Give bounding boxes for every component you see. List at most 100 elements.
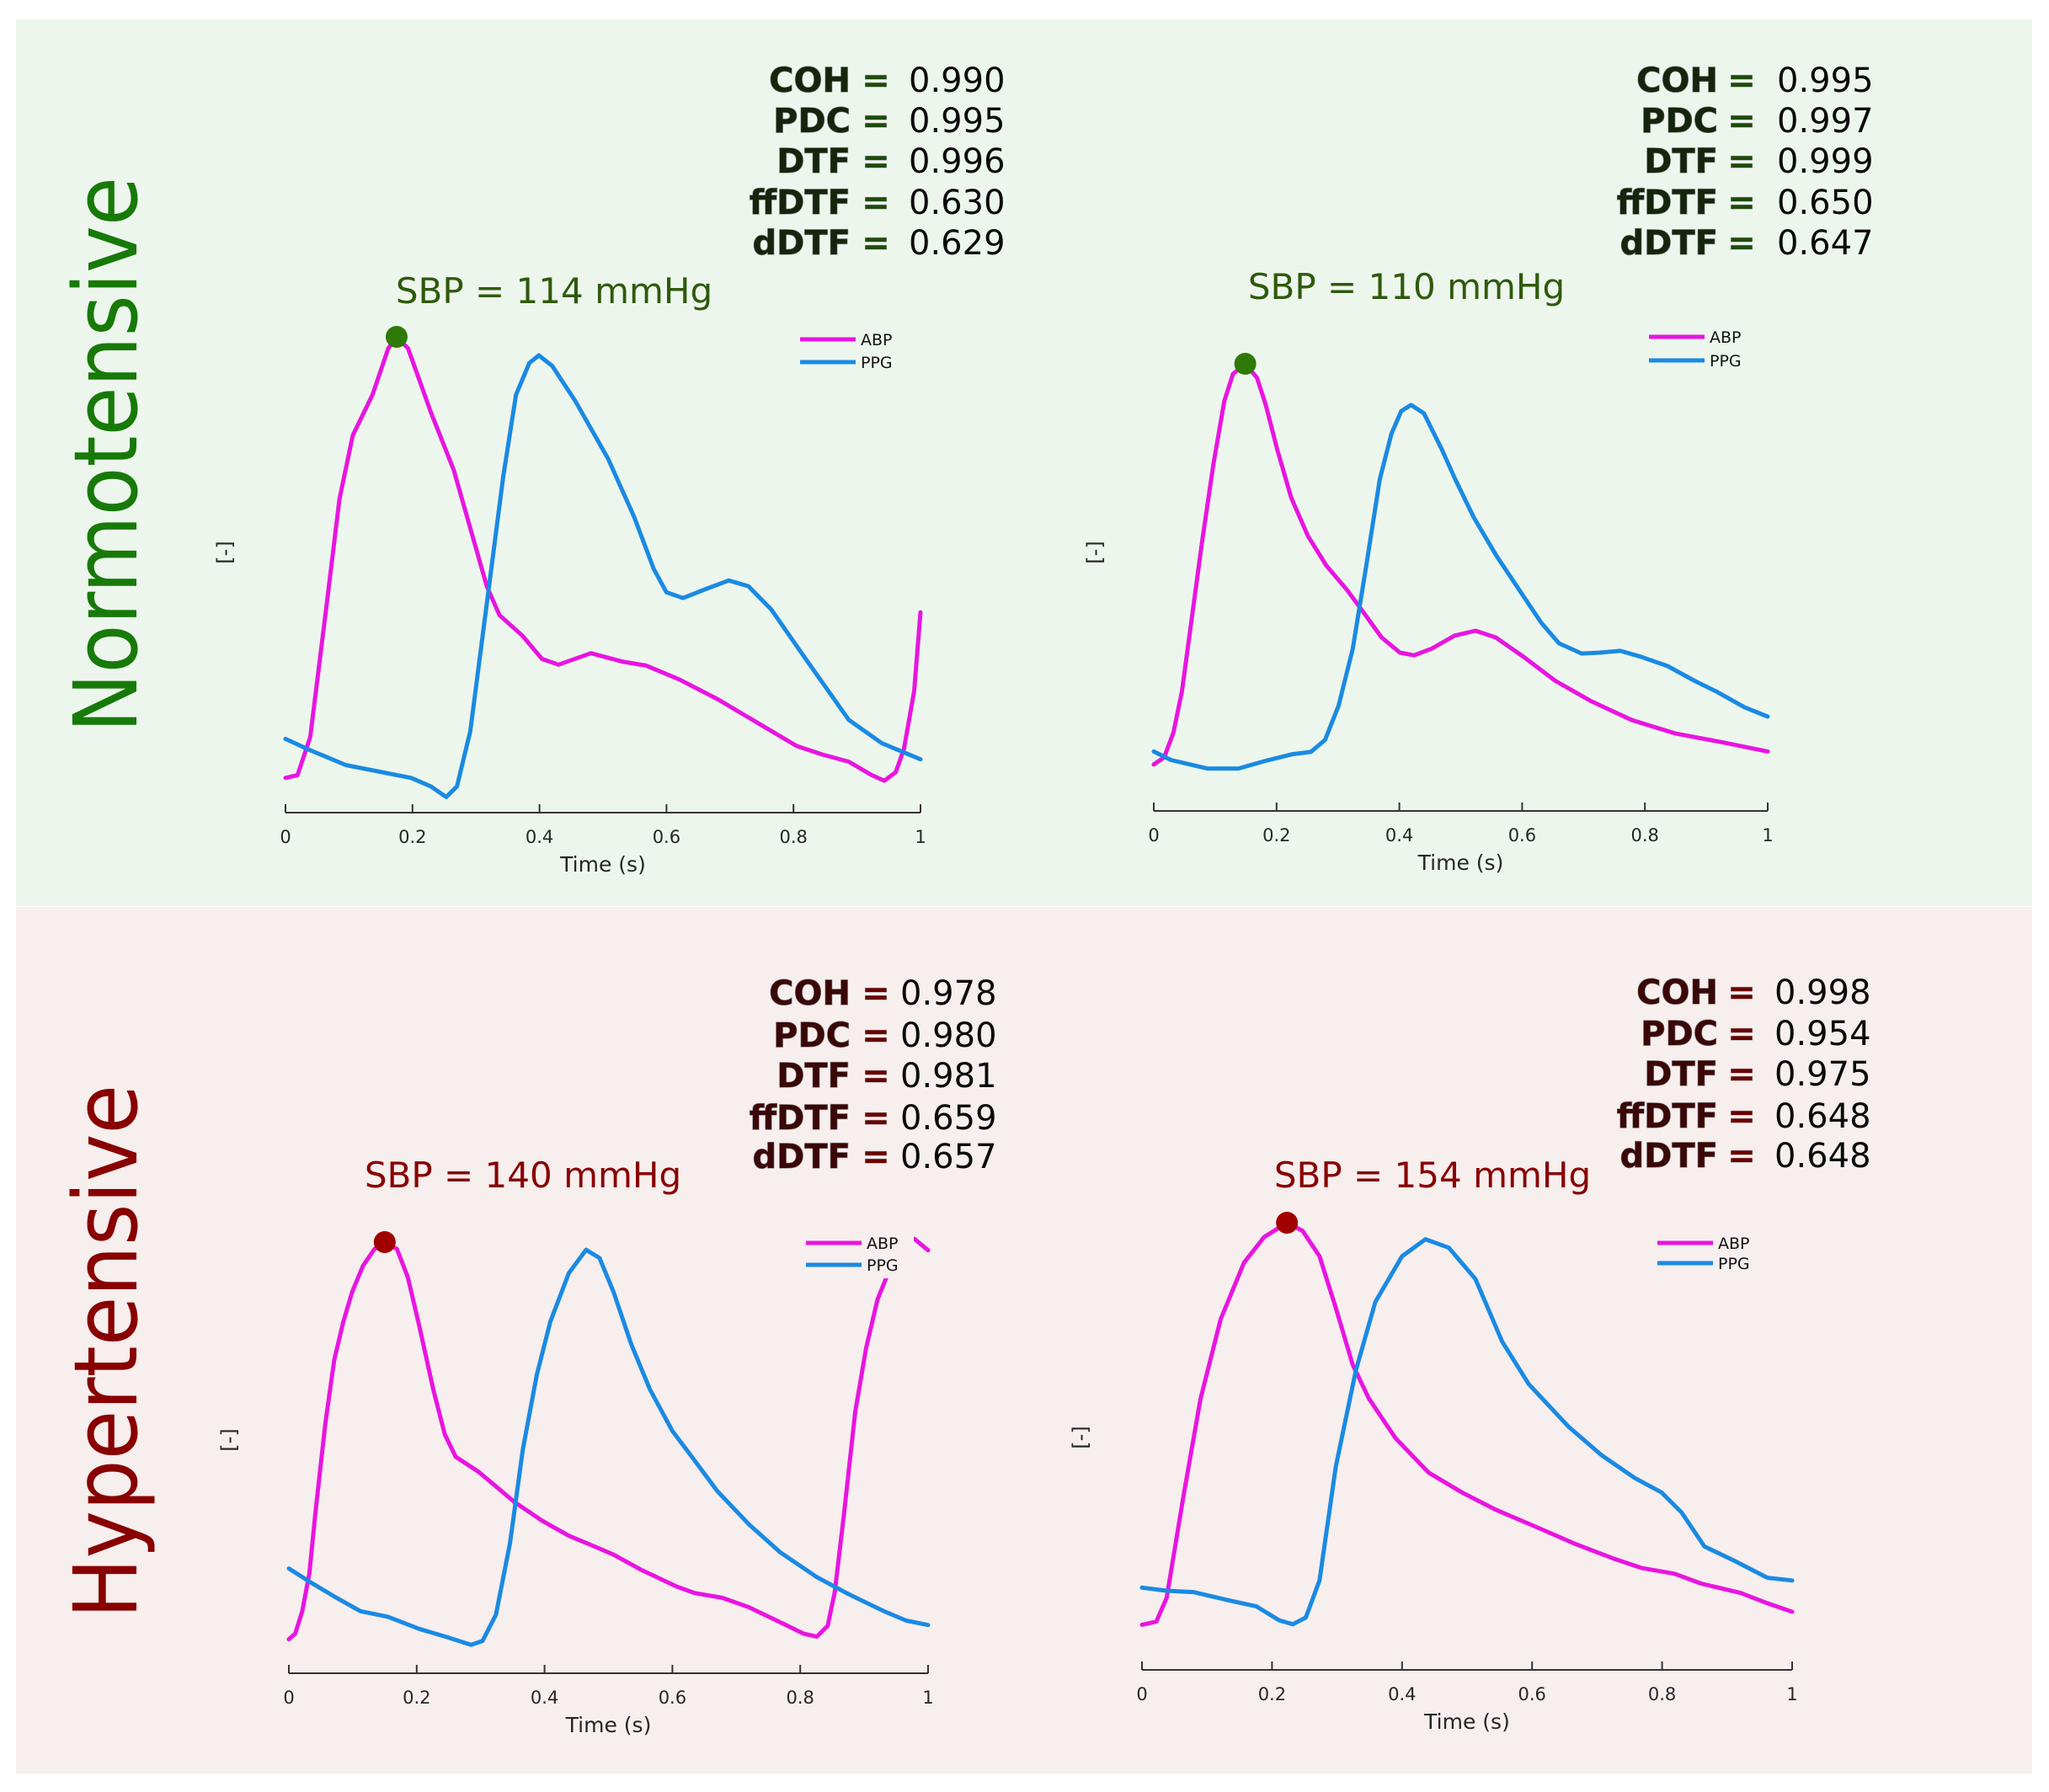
x-tick-label: 1 xyxy=(1762,825,1773,845)
x-tick-label: 0.4 xyxy=(531,1688,558,1708)
stat-value: 0.990 xyxy=(909,61,1006,100)
stat-value: 0.995 xyxy=(1777,61,1874,100)
stat-equals: = xyxy=(862,102,890,141)
x-tick-label: 0 xyxy=(283,1688,294,1708)
sbp-title: SBP = 154 mmHg xyxy=(1274,1155,1591,1196)
stat-value: 0.648 xyxy=(1774,1137,1871,1176)
connectivity-stats: COH = 0.978 PDC = 0.980 DTF = 0.981 ffDTF = 0.659 dD… xyxy=(749,973,997,1176)
sbp-title: SBP = 110 mmHg xyxy=(1248,266,1565,307)
stat-equals: = xyxy=(862,1016,890,1055)
connectivity-stats: COH = 0.990 PDC = 0.995 DTF = 0.996 ffDTF = 0.630 dD… xyxy=(749,61,1006,263)
stat-equals: = xyxy=(862,1057,890,1096)
series-line-abp xyxy=(1139,1220,1795,1627)
stat-label: PDC xyxy=(773,102,851,141)
legend-label: PPG xyxy=(1710,352,1742,371)
x-tick-label: 0.4 xyxy=(1385,825,1413,845)
x-tick-label: 0.8 xyxy=(786,1688,814,1708)
stat-equals: = xyxy=(862,224,890,263)
x-axis-label: Time (s) xyxy=(1423,1709,1510,1734)
stat-label: dDTF xyxy=(1620,1137,1718,1176)
stat-value: 0.981 xyxy=(900,1057,997,1096)
stat-label: COH xyxy=(769,61,851,100)
stat-value: 0.657 xyxy=(900,1138,997,1176)
x-tick-label: 0 xyxy=(1136,1684,1147,1704)
legend-box xyxy=(799,1228,914,1278)
stat-equals: = xyxy=(862,1099,890,1138)
x-tick-label: 0.8 xyxy=(1630,825,1658,845)
stat-value: 0.629 xyxy=(909,224,1006,263)
x-tick-label: 0.6 xyxy=(653,827,680,847)
stat-equals: = xyxy=(1727,1015,1756,1053)
x-axis-label: Time (s) xyxy=(565,1713,652,1737)
legend-label: ABP xyxy=(1710,328,1742,347)
chart-panel-2: 0 0.2 0.4 0.6 0.8 1 Time (s) [-] ABP PPG SBP = 110… xyxy=(1083,61,1874,875)
sbp-peak-marker xyxy=(373,1231,396,1253)
x-tick-label: 0 xyxy=(1148,825,1159,845)
x-tick-label: 0.6 xyxy=(659,1688,686,1708)
stat-value: 0.996 xyxy=(909,142,1006,181)
stat-value: 0.648 xyxy=(1774,1097,1871,1136)
stat-value: 0.975 xyxy=(1774,1055,1871,1094)
stat-equals: = xyxy=(1727,61,1756,100)
stat-label: COH xyxy=(1636,61,1718,100)
series-line-abp xyxy=(1151,361,1770,767)
legend: ABP PPG xyxy=(1649,328,1742,371)
x-tick-label: 0.4 xyxy=(1388,1684,1416,1704)
stat-equals: = xyxy=(1727,1055,1756,1094)
stat-value: 0.999 xyxy=(1777,142,1874,181)
series-line-ppg xyxy=(283,353,923,799)
series-line-ppg xyxy=(1139,1237,1795,1627)
x-tick-label: 0.6 xyxy=(1508,825,1536,845)
sbp-peak-marker xyxy=(385,326,408,348)
legend-label: ABP xyxy=(861,331,893,349)
stat-label: DTF xyxy=(1644,142,1718,181)
legend-label: ABP xyxy=(1718,1235,1750,1253)
x-tick-label: 0.2 xyxy=(398,827,426,847)
stat-label: PDC xyxy=(1641,1015,1718,1053)
stat-equals: = xyxy=(1727,142,1756,181)
stat-value: 0.980 xyxy=(900,1016,997,1055)
series-line-ppg xyxy=(1151,403,1770,771)
stat-value: 0.630 xyxy=(909,184,1006,222)
stat-label: ffDTF xyxy=(1617,1097,1718,1136)
x-tick-label: 1 xyxy=(915,827,926,847)
stat-label: DTF xyxy=(776,142,851,181)
stat-value: 0.954 xyxy=(1774,1015,1871,1053)
stat-label: dDTF xyxy=(753,224,851,263)
stat-value: 0.978 xyxy=(900,974,997,1013)
stat-label: dDTF xyxy=(1620,224,1718,263)
legend-label: PPG xyxy=(867,1256,899,1275)
normotensive-background xyxy=(16,19,2032,906)
stat-label: PDC xyxy=(1641,102,1718,141)
legend: ABP PPG xyxy=(800,331,893,372)
y-axis-label: [-] xyxy=(1083,541,1107,563)
legend-label: ABP xyxy=(867,1235,899,1253)
y-axis-label: [-] xyxy=(1069,1426,1092,1448)
stat-equals: = xyxy=(1727,224,1756,263)
sbp-title: SBP = 114 mmHg xyxy=(396,270,712,312)
stat-label: DTF xyxy=(776,1057,851,1096)
x-tick-label: 1 xyxy=(1786,1684,1797,1704)
stat-equals: = xyxy=(1727,102,1756,141)
x-tick-label: 0.2 xyxy=(403,1688,430,1708)
x-tick-label: 0.2 xyxy=(1262,825,1290,845)
stat-equals: = xyxy=(1727,973,1756,1012)
legend-label: PPG xyxy=(1718,1255,1750,1273)
stat-label: ffDTF xyxy=(1617,184,1718,222)
sbp-peak-marker xyxy=(1276,1212,1299,1234)
stat-value: 0.647 xyxy=(1777,224,1874,263)
group-label-hypertensive: Hypertensive xyxy=(55,1085,157,1619)
y-axis-label: [-] xyxy=(213,541,237,563)
stat-label: COH xyxy=(1636,973,1718,1012)
x-axis-label: Time (s) xyxy=(1417,851,1504,875)
stat-label: dDTF xyxy=(753,1138,851,1176)
stat-value: 0.659 xyxy=(900,1099,997,1138)
legend-label: PPG xyxy=(861,354,893,372)
x-tick-label: 0.4 xyxy=(526,827,553,847)
stat-label: COH xyxy=(769,974,851,1013)
group-label-normotensive: Normotensive xyxy=(55,177,157,733)
chart-panel-3: 0 0.2 0.4 0.6 0.8 1 Time (s) [-] ABP PPG SBP = 140… xyxy=(217,973,997,1737)
sbp-title: SBP = 140 mmHg xyxy=(365,1155,681,1196)
